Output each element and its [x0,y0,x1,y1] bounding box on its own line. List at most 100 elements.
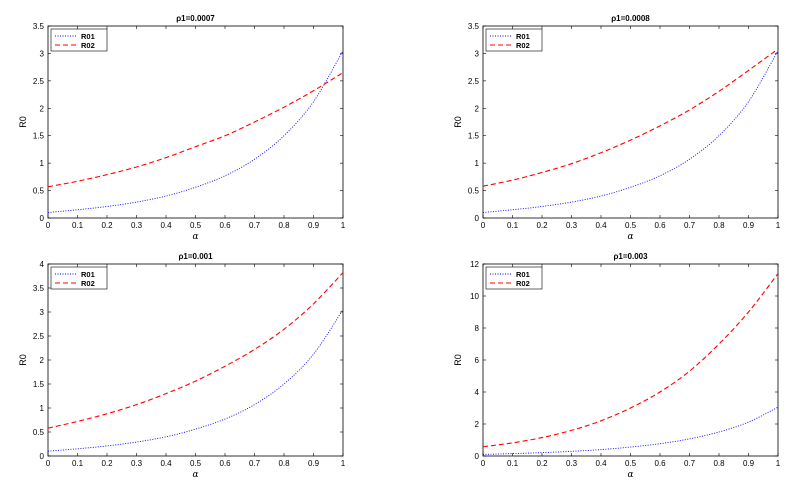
y-tick-label: 0 [40,452,45,461]
legend-label-r01: R01 [81,32,95,41]
x-axis-label: α [192,232,198,242]
legend-box [50,266,108,290]
y-tick-label: 3 [475,49,480,58]
series-line-r02 [47,272,344,429]
series-line-r01 [47,50,344,213]
axes-box [47,263,344,457]
y-tick-label: 10 [470,292,479,301]
x-tick-label: 0.6 [654,459,666,468]
y-tick-label: 1 [40,159,45,168]
x-tick-label: 0.8 [713,459,725,468]
y-axis-label: R0 [18,116,28,128]
y-tick-label: 3.5 [33,284,45,293]
x-tick-label: 0.3 [566,459,578,468]
chart-title: ρ1=0.0007 [176,14,215,23]
series-line-r02 [482,48,779,187]
axes-box [482,263,779,457]
x-axis-label: α [627,470,633,480]
chart-title: ρ1=0.0008 [611,14,650,23]
y-tick-label: 1.5 [33,380,45,389]
x-axis-label: α [627,232,633,242]
y-tick-label: 0.5 [33,428,45,437]
x-tick-label: 0.6 [219,459,231,468]
x-tick-label: 0.8 [278,221,290,230]
x-tick-label: 1 [341,221,346,230]
x-axis-label: α [192,470,198,480]
y-tick-label: 4 [475,388,480,397]
x-tick-label: 0.4 [160,459,172,468]
x-tick-label: 0.9 [308,459,320,468]
x-tick-label: 0.4 [160,221,172,230]
x-tick-label: 0.9 [743,221,755,230]
x-tick-label: 0.3 [131,221,143,230]
y-tick-label: 2 [40,104,45,113]
x-tick-label: 0 [46,221,51,230]
x-tick-label: 0.2 [101,221,113,230]
x-tick-label: 0 [481,221,486,230]
chart-title: ρ1=0.001 [178,252,213,261]
series-line-r01 [482,50,779,213]
x-tick-label: 0.6 [219,221,231,230]
x-tick-label: 0.8 [713,221,725,230]
legend-label-r01: R01 [516,32,530,41]
subplot-2: 0 0.1 0.2 0.3 0.4 0.5 0.6 0.7 0.8 0.9 1 0 0.5 1 1.5 2 2.… [453,14,781,242]
x-tick-label: 1 [776,459,781,468]
y-tick-label: 1 [40,404,45,413]
axes-box [47,25,344,219]
y-tick-label: 3 [40,308,45,317]
series-line-r02 [482,273,779,448]
x-tick-label: 0.7 [684,459,696,468]
y-tick-label: 1.5 [33,132,45,141]
x-tick-label: 0.9 [743,459,755,468]
y-tick-label: 8 [475,324,480,333]
x-tick-label: 0.5 [625,459,637,468]
subplot-4: 0 0.1 0.2 0.3 0.4 0.5 0.6 0.7 0.8 0.9 1024681012ρ1… [453,252,781,480]
legend-box [485,266,543,290]
x-tick-label: 0.1 [507,459,519,468]
subplot-3: 0 0.1 0.2 0.3 0.4 0.5 0.6 0.7 0.8 0.9 1 0 0.5 1 1.5 2 2.… [18,252,346,480]
x-tick-label: 0.4 [595,459,607,468]
legend-label-r02: R02 [81,41,95,50]
y-tick-label: 2.5 [33,332,45,341]
legend-label-r02: R02 [516,279,530,288]
y-tick-label: 3 [40,49,45,58]
legend-label-r01: R01 [81,270,95,279]
y-tick-label: 0 [475,214,480,223]
x-tick-label: 1 [776,221,781,230]
x-tick-label: 0.2 [536,221,548,230]
x-tick-label: 0.7 [684,221,696,230]
legend-box [485,28,543,52]
x-tick-label: 1 [341,459,346,468]
series-line-r01 [482,406,779,455]
axes-box [482,25,779,219]
y-tick-label: 0 [40,214,45,223]
x-tick-label: 0.7 [249,459,261,468]
y-tick-label: 6 [475,356,480,365]
y-axis-label: R0 [453,116,463,128]
y-tick-label: 3.5 [468,22,480,31]
legend-label-r02: R02 [516,41,530,50]
y-tick-label: 2.5 [468,77,480,86]
x-tick-label: 0.4 [595,221,607,230]
y-tick-label: 0.5 [33,187,45,196]
series-line-r02 [47,72,344,188]
x-tick-label: 0.1 [72,221,84,230]
x-tick-label: 0.2 [101,459,113,468]
legend-label-r01: R01 [516,270,530,279]
x-tick-label: 0.3 [566,221,578,230]
y-tick-label: 2 [40,356,45,365]
chart-title: ρ1=0.003 [613,252,648,261]
x-tick-label: 0.2 [536,459,548,468]
y-axis-label: R0 [18,354,28,366]
y-tick-label: 0 [475,452,480,461]
legend-box [50,28,108,52]
y-tick-label: 2 [475,104,480,113]
x-tick-label: 0.7 [249,221,261,230]
y-tick-label: 12 [470,260,479,269]
subplot-1: 0 0.1 0.2 0.3 0.4 0.5 0.6 0.7 0.8 0.9 1 0 0.5 1 1.5 2 2.… [18,14,346,242]
y-axis-label: R0 [453,354,463,366]
x-tick-label: 0.9 [308,221,320,230]
y-tick-label: 0.5 [468,187,480,196]
x-tick-label: 0.1 [507,221,519,230]
x-tick-label: 0 [481,459,486,468]
